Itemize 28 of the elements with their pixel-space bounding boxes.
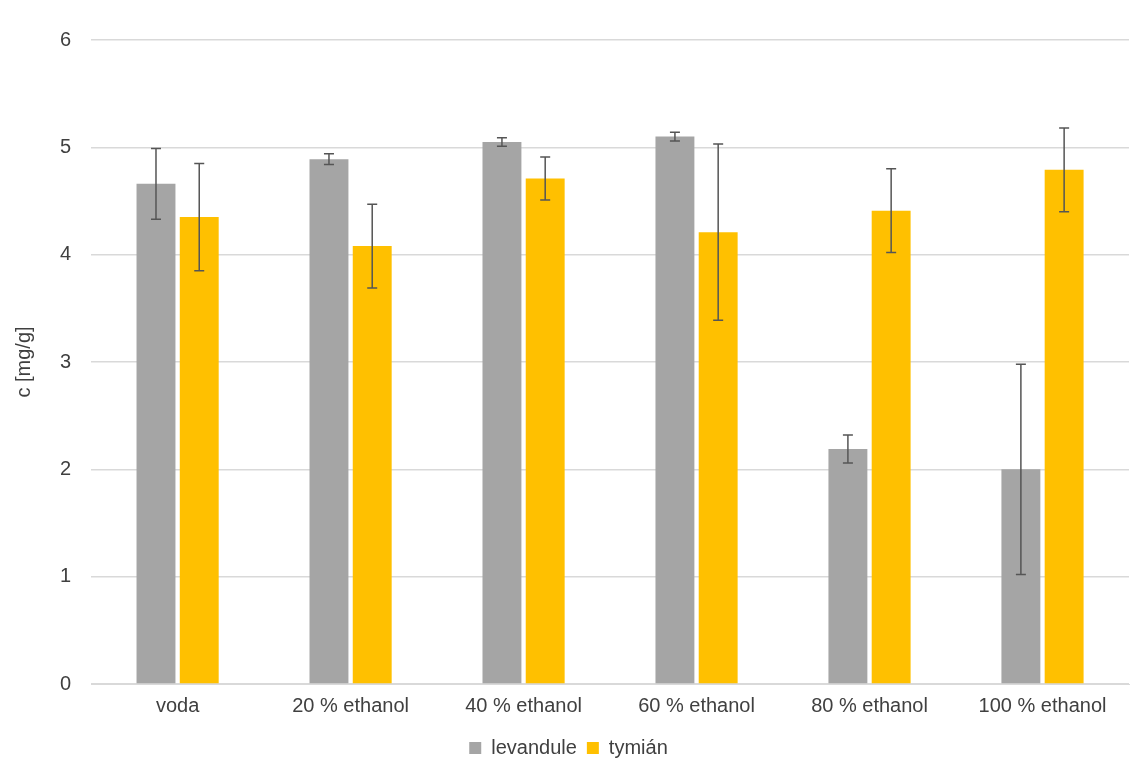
y-tick-label: 5 bbox=[60, 134, 72, 157]
x-tick-label: 80 % ethanol bbox=[811, 693, 928, 716]
y-axis-title: c [mg/g] bbox=[11, 326, 34, 398]
y-tick-label: 0 bbox=[60, 671, 72, 694]
legend-label: levandule bbox=[491, 735, 577, 758]
y-tick-label: 1 bbox=[60, 564, 72, 587]
y-tick-label: 2 bbox=[60, 456, 72, 479]
bar bbox=[309, 159, 349, 684]
bar bbox=[871, 210, 911, 684]
bar bbox=[136, 183, 176, 684]
x-tick-label: 100 % ethanol bbox=[978, 693, 1107, 716]
bar bbox=[352, 246, 392, 684]
x-tick-label: 60 % ethanol bbox=[638, 693, 755, 716]
bar bbox=[655, 136, 695, 684]
x-tick-label: 40 % ethanol bbox=[465, 693, 582, 716]
bar bbox=[1001, 469, 1041, 684]
bar bbox=[1044, 169, 1084, 684]
bar bbox=[482, 141, 522, 684]
y-tick-label: 4 bbox=[60, 242, 72, 265]
bar bbox=[179, 217, 219, 684]
x-tick-label: 20 % ethanol bbox=[292, 693, 409, 716]
y-tick-label: 3 bbox=[60, 349, 72, 372]
bar bbox=[828, 448, 868, 684]
bar bbox=[698, 232, 738, 684]
y-tick-label: 6 bbox=[60, 27, 72, 50]
x-tick-label: voda bbox=[155, 693, 201, 716]
bar bbox=[525, 178, 565, 684]
legend-label: tymián bbox=[608, 735, 668, 758]
